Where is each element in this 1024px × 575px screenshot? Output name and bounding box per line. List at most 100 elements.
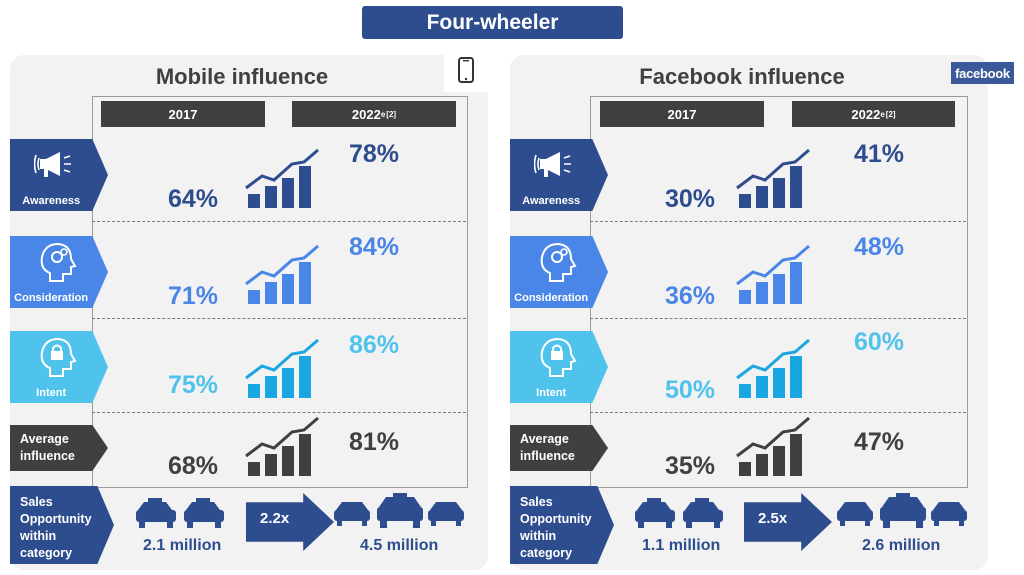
page-banner: Four-wheeler [362,6,623,39]
year-footnote: [2] [885,109,896,119]
mobile-consideration-2017: 71% [168,282,219,310]
car-icon [635,498,675,528]
megaphone-icon [34,152,71,177]
facebook-average-2017: 35% [665,452,716,480]
intent-tag: Intent [510,331,608,403]
average-label: Average influence [20,431,75,465]
mobile-year-2022: 2022 e [2] [292,101,456,127]
facebook-sales-2022: 2.6 million [862,537,941,554]
car-icon [334,502,370,526]
car-group-2022 [333,492,465,537]
facebook-logo: facebook [951,62,1014,84]
intent-tag: Intent [10,331,108,403]
row-divider [92,412,466,413]
mobile-multiplier: 2.2x [260,510,290,527]
sales-opportunity-label: Sales Opportunity within category [520,494,592,562]
mobile-sales-2022: 4.5 million [360,537,439,554]
mobile-awareness-2022: 78% [349,140,400,168]
mobile-year-2017: 2017 [101,101,265,127]
car-icon [428,502,464,526]
facebook-year-2017: 2017 [600,101,764,127]
row-divider [92,318,466,319]
car-icon [880,493,926,528]
average-label: Average influence [520,431,575,465]
facebook-consideration-2017: 36% [665,282,716,310]
smartphone-icon [444,52,488,92]
rising-bars-icon [736,416,810,476]
facebook-consideration-2022: 48% [854,233,905,261]
rising-bars-icon [245,244,319,304]
car-group-2017 [134,496,228,535]
row-divider [590,221,966,222]
consideration-tag: Consideration [10,236,108,308]
sales-line2: Opportunity [20,512,92,526]
sales-line4: category [520,546,573,560]
rising-bars-icon [736,338,810,398]
row-divider [590,318,966,319]
car-icon [377,493,423,528]
mobile-intent-2017: 75% [168,371,219,399]
year-label: 2022 [851,106,881,122]
sales-line3: within [20,529,57,543]
awareness-tag: Awareness [10,139,108,211]
consideration-label: Consideration [14,292,89,304]
sales-line4: category [20,546,73,560]
facebook-intent-2022: 60% [854,328,905,356]
mobile-average-2022: 81% [349,428,400,456]
mobile-consideration-2022: 84% [349,233,400,261]
mobile-intent-2022: 86% [349,331,400,359]
rising-bars-icon [736,148,810,208]
rising-bars-icon [245,148,319,208]
sales-line1: Sales [520,495,553,509]
average-label-line1: Average [20,432,69,446]
mobile-panel-title: Mobile influence [155,64,329,89]
sales-opportunity-tag: Sales Opportunity within category [510,486,614,564]
car-icon [683,498,723,528]
year-sub: e [880,109,885,119]
facebook-awareness-2022: 41% [854,140,905,168]
head-gears-icon [540,242,577,282]
head-gears-icon [40,242,77,282]
megaphone-icon [534,152,571,177]
year-footnote: [2] [386,109,397,119]
head-lock-icon [40,337,77,377]
average-label-line2: influence [20,449,75,463]
rising-bars-icon [736,244,810,304]
awareness-label: Awareness [22,195,81,207]
car-group-2022 [836,492,968,537]
car-group-2017 [633,496,727,535]
year-sub: e [380,109,386,119]
car-icon [837,502,873,526]
awareness-label: Awareness [522,195,581,207]
sales-opportunity-label: Sales Opportunity within category [20,494,92,562]
mobile-awareness-2017: 64% [168,185,219,213]
intent-label: Intent [536,387,567,399]
facebook-average-2022: 47% [854,428,905,456]
sales-opportunity-tag: Sales Opportunity within category [10,486,114,564]
year-label: 2022 [351,106,381,122]
sales-line3: within [520,529,557,543]
facebook-sales-2017: 1.1 million [642,537,721,554]
row-divider [590,412,966,413]
facebook-multiplier: 2.5x [758,510,788,527]
facebook-panel-title: Facebook influence [639,64,845,89]
consideration-tag: Consideration [510,236,608,308]
consideration-label: Consideration [514,292,589,304]
average-label-line1: Average [520,432,569,446]
sales-line1: Sales [20,495,53,509]
facebook-year-2022: 2022 e [2] [792,101,955,127]
rising-bars-icon [245,416,319,476]
head-lock-icon [540,337,577,377]
average-tag: Average influence [10,425,108,471]
average-tag: Average influence [510,425,608,471]
car-icon [136,498,176,528]
intent-label: Intent [36,387,67,399]
average-label-line2: influence [520,449,575,463]
car-icon [931,502,967,526]
sales-line2: Opportunity [520,512,592,526]
rising-bars-icon [245,338,319,398]
awareness-tag: Awareness [510,139,608,211]
row-divider [92,221,466,222]
car-icon [184,498,224,528]
mobile-average-2017: 68% [168,452,219,480]
